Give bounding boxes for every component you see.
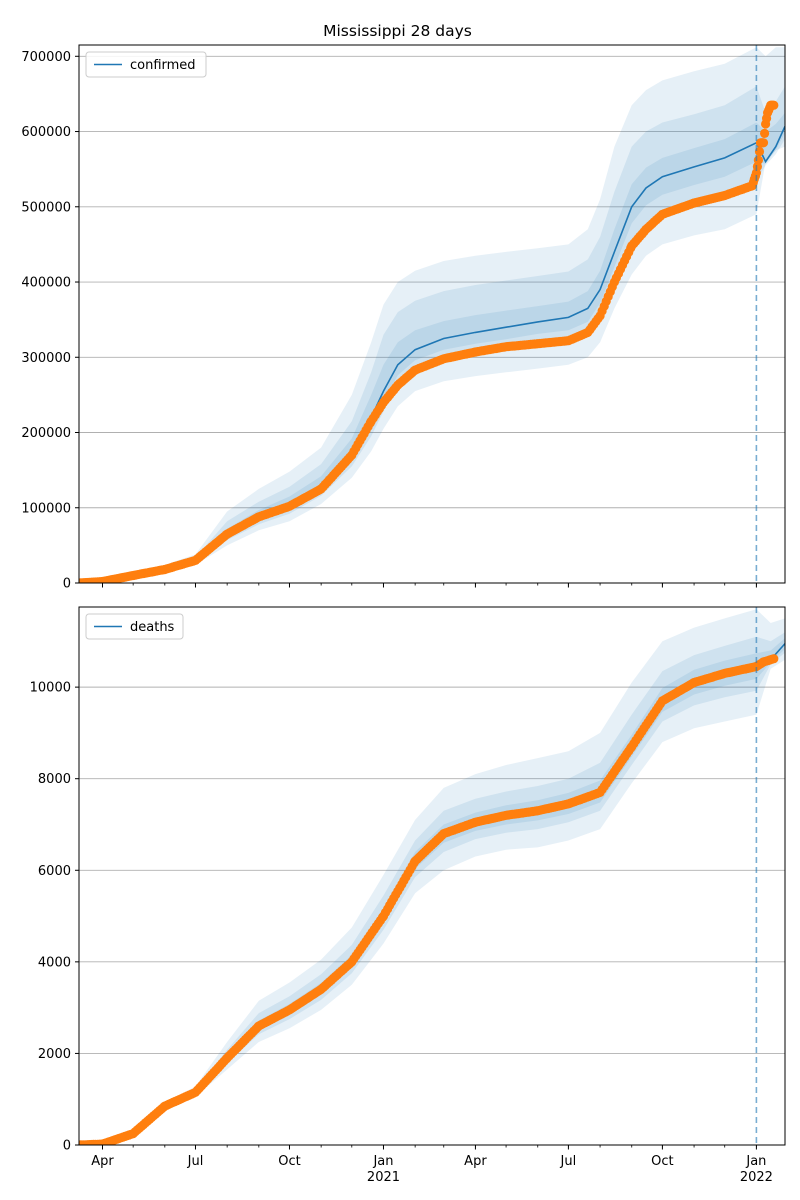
x-tick-label: Apr bbox=[464, 1154, 487, 1169]
x-tick-label: Jul bbox=[187, 1154, 204, 1169]
observed-points-deaths bbox=[79, 654, 779, 1145]
y-tick-label: 0 bbox=[63, 577, 71, 592]
y-tick-label: 100000 bbox=[21, 501, 71, 516]
x-tick-label: Apr bbox=[91, 1154, 114, 1169]
x-tick-year-label: 2022 bbox=[740, 1170, 773, 1185]
plot-area bbox=[79, 609, 785, 1145]
legend-label: confirmed bbox=[130, 58, 196, 73]
axes-frame bbox=[78, 44, 786, 584]
confirmed-panel: 0 100000 200000 300000 400000 500000 600000 700… bbox=[21, 44, 786, 592]
observed-point bbox=[769, 654, 779, 664]
y-tick-label: 400000 bbox=[21, 276, 71, 291]
y-tick-label: 4000 bbox=[38, 955, 71, 970]
uncertainty-band-outer bbox=[79, 609, 785, 1145]
observed-point bbox=[760, 128, 770, 138]
x-tick-label: Jul bbox=[560, 1154, 577, 1169]
y-tick-label: 200000 bbox=[21, 426, 71, 441]
x-tick-year-label: 2021 bbox=[367, 1170, 400, 1185]
uncertainty-band-middle bbox=[79, 86, 785, 583]
y-tick-label: 8000 bbox=[38, 772, 71, 787]
y-tick-label: 6000 bbox=[38, 864, 71, 879]
uncertainty-band-inner bbox=[79, 112, 785, 583]
plot-area bbox=[79, 47, 785, 583]
y-tick-label: 500000 bbox=[21, 200, 71, 215]
observed-point bbox=[769, 100, 779, 110]
uncertainty-band-middle bbox=[79, 632, 785, 1145]
x-tick-label: Oct bbox=[651, 1154, 673, 1169]
y-tick-label: 300000 bbox=[21, 351, 71, 366]
axes-frame bbox=[78, 606, 786, 1146]
x-tick-label: Jan bbox=[745, 1154, 766, 1169]
legend-deaths: deaths bbox=[85, 613, 184, 640]
observed-points-confirmed bbox=[79, 100, 779, 583]
y-tick-label: 600000 bbox=[21, 125, 71, 140]
uncertainty-band-outer bbox=[79, 47, 785, 583]
legend-confirmed: confirmed bbox=[85, 51, 207, 78]
observed-point bbox=[754, 146, 765, 157]
observed-point bbox=[758, 138, 769, 148]
y-tick-label: 2000 bbox=[38, 1047, 71, 1062]
x-tick-label: Oct bbox=[278, 1154, 300, 1169]
y-tick-label: 10000 bbox=[30, 681, 71, 696]
x-tick-label: Jan bbox=[372, 1154, 393, 1169]
y-tick-label: 700000 bbox=[21, 50, 71, 65]
legend-label: deaths bbox=[130, 620, 175, 635]
legend-box bbox=[85, 613, 184, 640]
chart-title: Mississippi 28 days bbox=[323, 22, 472, 40]
observed-point bbox=[753, 155, 764, 165]
legend-box bbox=[85, 51, 207, 78]
y-tick-label: 0 bbox=[63, 1139, 71, 1154]
